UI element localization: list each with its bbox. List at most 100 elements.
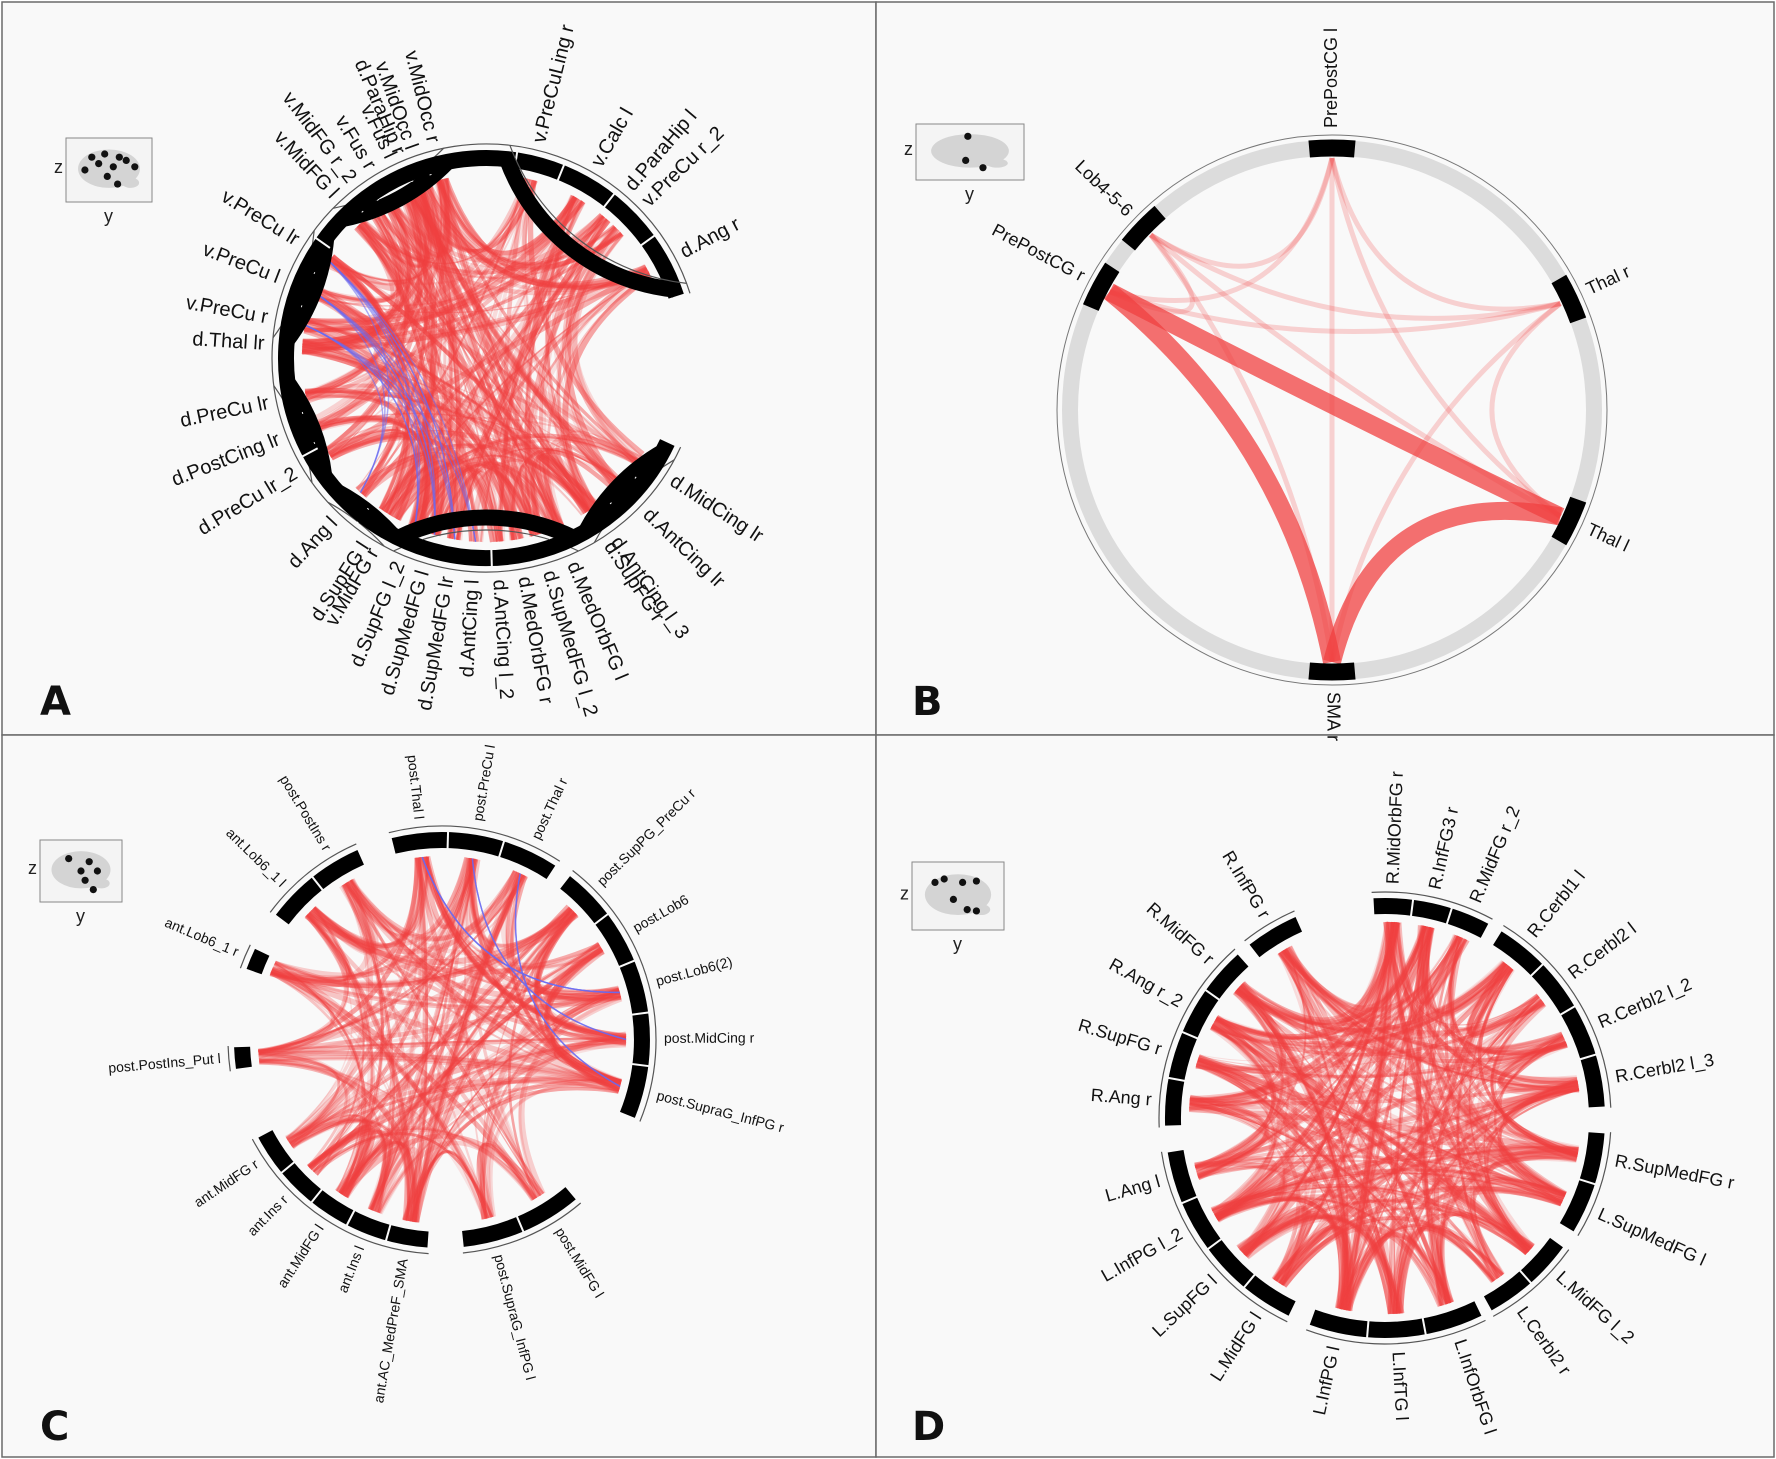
connection-edge: [402, 872, 522, 1221]
connection-edge: [308, 878, 379, 955]
connection-edge: [367, 874, 527, 1211]
connection-edge: [1345, 922, 1399, 1311]
connection-edge: [565, 430, 642, 506]
connection-edge: [466, 858, 540, 1198]
connection-edge: [1189, 1102, 1452, 1304]
connection-edge: [406, 185, 444, 254]
panel-c-frame: [1, 734, 877, 1458]
connection-edge: [402, 1086, 619, 1221]
connection-edge: [1233, 990, 1349, 1310]
connection-edge: [273, 962, 366, 1195]
connection-edge: [1216, 1015, 1528, 1255]
connection-edge: [1275, 1207, 1531, 1282]
connection-edge: [1497, 1035, 1579, 1092]
connection-edge: [288, 1119, 410, 1221]
connection-edge: [1422, 925, 1567, 1053]
connection-edge: [302, 187, 426, 342]
connection-edge: [1280, 951, 1349, 1310]
connection-edge: [495, 268, 648, 542]
connection-edge: [1278, 952, 1579, 1087]
connection-edge: [1195, 1155, 1563, 1202]
segment-divider: [280, 1160, 296, 1174]
connection-edge: [258, 1050, 622, 1087]
connection-edge: [1235, 987, 1298, 1254]
connection-edge: [1189, 1042, 1568, 1112]
segment-outline: [1371, 891, 1493, 920]
connection-edge: [1425, 926, 1568, 1055]
connection-edge: [409, 189, 637, 465]
connection-edge: [1189, 1022, 1275, 1105]
connection-edge: [307, 1075, 622, 1170]
connection-edge: [305, 320, 592, 511]
segment-outline: [1305, 1319, 1486, 1345]
connection-edge: [1196, 1164, 1532, 1250]
connection-edge: [315, 284, 523, 540]
region-dot: [95, 160, 103, 168]
connection-edge: [306, 914, 411, 1221]
connection-edge: [1216, 1081, 1579, 1221]
connection-edge: [1431, 1225, 1495, 1306]
connection-edge: [1275, 1155, 1577, 1284]
connection-edge: [340, 950, 604, 1195]
connection-edge: [531, 906, 621, 1001]
connection-edge: [1236, 986, 1395, 1315]
connection-edge: [411, 180, 538, 253]
connection-edge: [274, 962, 415, 1222]
connection-edge: [1189, 1057, 1269, 1110]
connection-edge: [270, 968, 538, 1200]
connection-edge: [1273, 1150, 1579, 1282]
connection-edge: [329, 429, 590, 513]
region-dot: [109, 163, 117, 171]
connection-edge: [510, 447, 623, 541]
connection-edge: [1467, 962, 1544, 1039]
connection-edge: [306, 1038, 627, 1169]
segment-outline: [1160, 1151, 1288, 1323]
connection-edge: [412, 873, 524, 1223]
connection-edge: [301, 348, 535, 537]
connection-edge: [422, 183, 649, 289]
connection-edge: [422, 183, 460, 539]
connection-edge: [1277, 951, 1451, 1304]
connection-edge: [392, 435, 637, 518]
connection-edge: [1346, 1213, 1532, 1311]
connection-edge: [1421, 925, 1568, 1197]
connection-edge: [258, 874, 525, 1052]
connection-edge: [409, 873, 524, 1222]
connection-edge: [1499, 1040, 1578, 1158]
connection-edge: [343, 883, 416, 1222]
connection-edge: [1236, 1211, 1354, 1312]
connection-edge: [411, 1150, 490, 1223]
connection-edge: [387, 201, 498, 542]
connection-edge: [1393, 922, 1546, 1031]
connection-edge: [1338, 927, 1434, 1310]
connection-edge: [304, 388, 600, 507]
connection-edge: [305, 913, 376, 1199]
connection-edge: [1447, 935, 1578, 1085]
connection-edge: [1279, 948, 1325, 1286]
connection-edge: [259, 1060, 487, 1220]
connection-edge: [1214, 1191, 1308, 1285]
connection-edge: [1237, 948, 1315, 1030]
connection-edge: [1149, 157, 1335, 269]
connection-edge: [327, 428, 413, 514]
connection-edge: [437, 179, 616, 266]
connection-edge: [327, 426, 402, 497]
region-dot: [114, 180, 122, 188]
connection-edge: [1242, 1209, 1313, 1287]
connection-edge: [1440, 1088, 1580, 1305]
connection-edge: [415, 186, 539, 536]
region-dot: [115, 153, 123, 161]
negative-connection-edge: [328, 260, 456, 540]
connection-edge: [270, 911, 576, 988]
region-dot: [93, 867, 101, 875]
connection-edge: [1215, 922, 1401, 1220]
connection-edge: [543, 942, 622, 1006]
connection-edge: [1213, 1146, 1579, 1216]
connection-edge: [421, 184, 461, 539]
connection-edge: [324, 178, 450, 451]
segment-divider: [497, 840, 506, 858]
negative-connection-edge: [514, 873, 621, 1088]
connection-edge: [423, 183, 464, 540]
connection-edge: [285, 883, 370, 1140]
connection-edge: [327, 192, 423, 456]
